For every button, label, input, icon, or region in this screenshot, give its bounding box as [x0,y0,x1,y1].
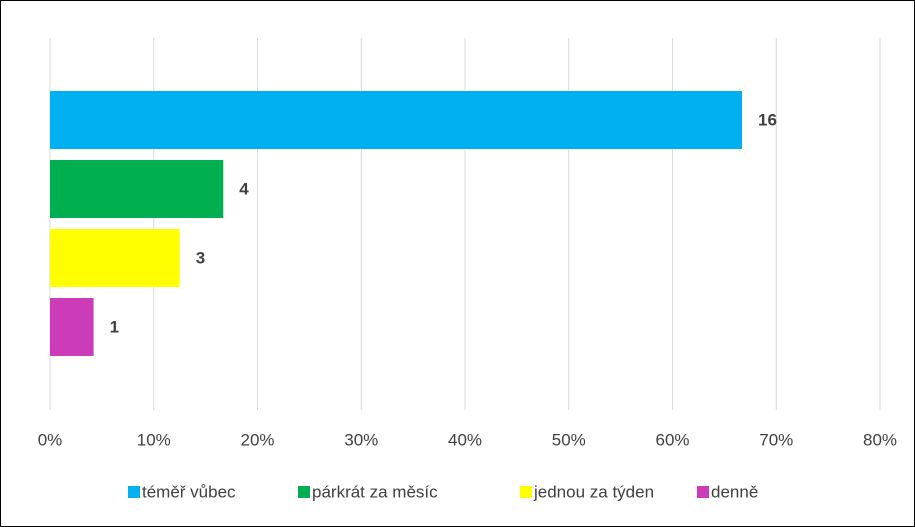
x-tick-label: 0% [38,430,63,449]
bar [50,298,94,356]
legend-label: jednou za týden [533,482,654,501]
legend-swatch [298,486,310,498]
data-label: 1 [110,317,119,336]
x-tick-label: 60% [655,430,689,449]
data-label: 3 [196,248,205,267]
x-tick-label: 40% [448,430,482,449]
x-tick-label: 80% [863,430,897,449]
x-tick-label: 70% [759,430,793,449]
legend-swatch [520,486,532,498]
x-tick-label: 50% [552,430,586,449]
x-tick-label: 20% [240,430,274,449]
bar [50,160,224,218]
data-label: 4 [239,179,249,198]
x-tick-label: 30% [344,430,378,449]
legend-label: denně [711,482,758,501]
data-label: 16 [758,110,777,129]
legend-swatch [128,486,140,498]
bar [50,91,743,149]
x-tick-label: 10% [137,430,171,449]
legend-label: téměř vůbec [142,482,236,501]
legend-label: párkrát za měsíc [312,482,438,501]
bar [50,229,180,287]
legend-swatch [697,486,709,498]
